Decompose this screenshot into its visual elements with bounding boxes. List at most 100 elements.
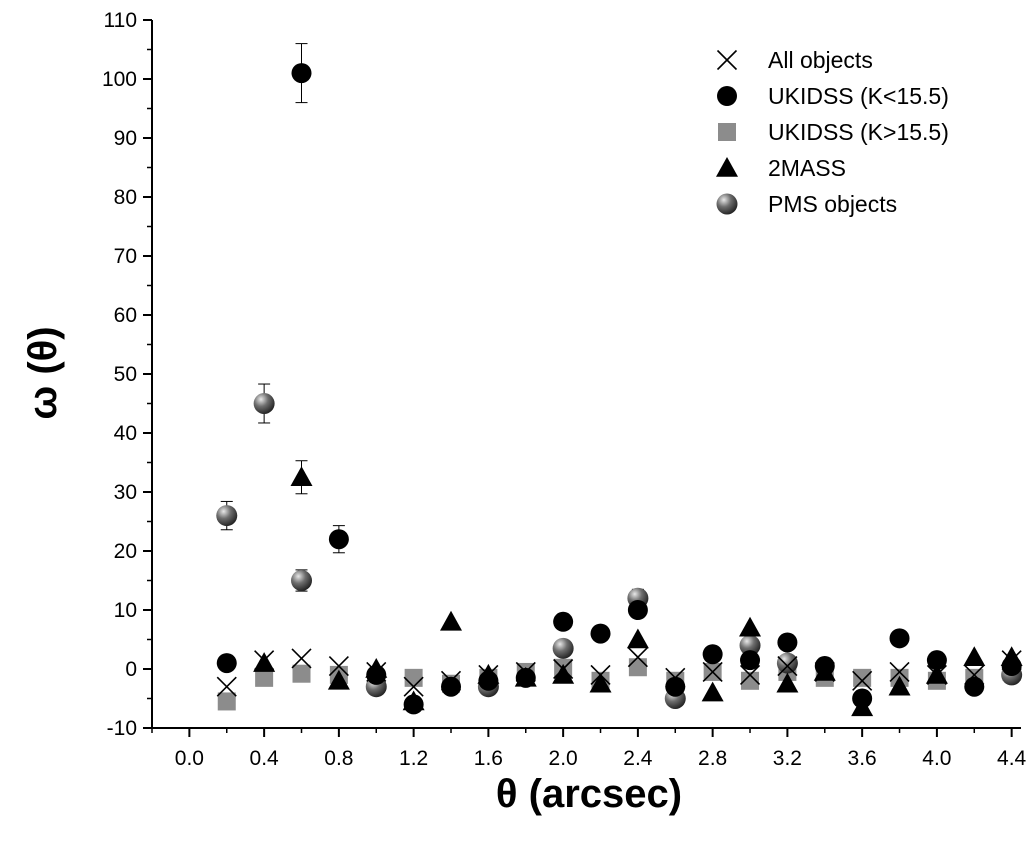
y-tick-label: 70 [114, 245, 137, 268]
data-point [553, 658, 574, 680]
y-tick-label: 60 [114, 304, 137, 327]
legend-marker [716, 49, 738, 71]
data-point [628, 658, 647, 677]
y-tick-label: 20 [114, 540, 137, 563]
y-tick-label: 40 [114, 422, 137, 445]
data-point [888, 675, 911, 696]
data-point [292, 664, 311, 683]
data-point [740, 650, 761, 671]
y-tick-label: 110 [104, 9, 137, 32]
data-point [216, 653, 237, 674]
legend-marker [717, 86, 737, 106]
data-point [553, 611, 574, 632]
legend-label: All objects [768, 47, 873, 73]
data-point [814, 656, 835, 677]
data-point [552, 637, 574, 659]
y-tick-label: 50 [114, 363, 137, 386]
data-point [552, 663, 575, 684]
data-point [478, 670, 499, 691]
x-tick-label: 0.0 [175, 747, 204, 770]
data-point [291, 63, 312, 84]
legend-item: PMS objects [716, 191, 897, 217]
data-point [741, 671, 760, 690]
data-point [440, 610, 463, 631]
data-point [964, 676, 985, 697]
data-point [589, 672, 612, 693]
legend-label: 2MASS [768, 155, 846, 181]
data-point [440, 670, 462, 691]
data-point [216, 676, 237, 697]
series-ukidss-k-15-5- [216, 43, 1022, 715]
ticks: -10 0 10 20 30 40 50 60 70 80 90 100 110 0.0 0.4 0.8 1.2… [102, 9, 1027, 770]
data-point [814, 661, 835, 683]
data-point [515, 661, 536, 683]
data-point [515, 667, 536, 688]
data-point [852, 670, 873, 691]
data-point [216, 505, 238, 527]
data-point [665, 676, 686, 697]
data-point [366, 664, 387, 685]
data-point [253, 393, 275, 414]
data-point [254, 650, 275, 671]
data-point [627, 600, 648, 620]
data-point [926, 664, 947, 685]
legend-label: UKIDSS (K>15.5) [768, 119, 949, 145]
y-axis-title: ω (θ) [21, 326, 65, 419]
data-point [739, 634, 761, 656]
x-tick-label: 0.8 [324, 747, 353, 770]
data-point [964, 664, 985, 685]
legend-item: UKIDSS (K<15.5) [717, 83, 949, 109]
legend-marker [716, 193, 738, 215]
data-point [665, 667, 686, 688]
y-tick-label: 0 [125, 658, 137, 681]
data-point [777, 655, 798, 677]
data-point [1001, 656, 1022, 677]
data-point [889, 661, 910, 683]
data-point [403, 694, 424, 715]
x-tick-label: 3.6 [848, 747, 877, 770]
data-point [590, 664, 611, 685]
y-tick-label: 90 [114, 127, 137, 150]
data-point [290, 466, 313, 487]
y-tick-label: 30 [114, 481, 137, 504]
x-tick-label: 4.0 [922, 747, 951, 770]
data-point [739, 664, 761, 685]
data-point [366, 661, 387, 683]
x-tick-label: 2.0 [549, 747, 578, 770]
data-point [328, 655, 349, 677]
x-tick-label: 0.4 [250, 747, 280, 770]
data-marks [216, 43, 1023, 717]
data-point [702, 644, 723, 665]
data-point [777, 632, 798, 653]
data-point [776, 672, 799, 693]
y-tick-label: 100 [102, 68, 137, 91]
data-point [701, 681, 724, 702]
legend-label: UKIDSS (K<15.5) [768, 83, 949, 109]
data-point [852, 688, 873, 709]
data-point [1001, 650, 1022, 671]
y-tick-label: -10 [107, 717, 137, 740]
data-point [776, 652, 798, 674]
data-point [253, 652, 276, 672]
data-point [889, 628, 910, 649]
x-tick-label: 2.8 [698, 747, 727, 770]
data-point [478, 664, 499, 685]
data-point [328, 529, 349, 550]
legend-marker [716, 157, 738, 177]
legend-item: UKIDSS (K>15.5) [718, 119, 949, 145]
legend-marker [718, 123, 736, 141]
data-point [739, 616, 762, 637]
data-point [853, 668, 872, 687]
data-point [403, 676, 424, 697]
x-tick-label: 3.2 [773, 747, 802, 770]
x-tick-label: 4.4 [997, 747, 1027, 770]
x-tick-label: 1.2 [399, 747, 428, 770]
data-point [963, 646, 986, 666]
data-point [590, 623, 611, 644]
legend: All objects UKIDSS (K<15.5) UKIDSS (K>15.5… [716, 47, 949, 217]
data-point [291, 570, 313, 591]
legend-label: PMS objects [768, 191, 897, 217]
x-tick-label: 2.4 [623, 747, 653, 770]
data-point [291, 648, 312, 669]
